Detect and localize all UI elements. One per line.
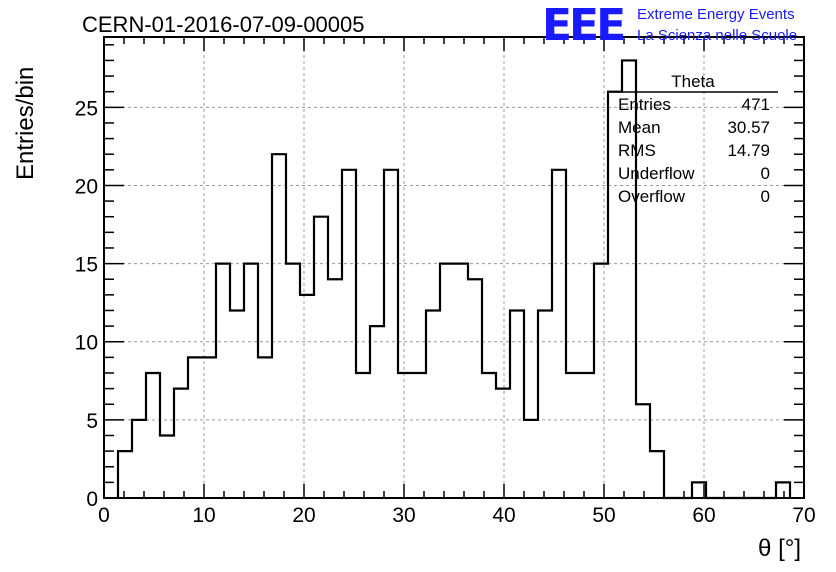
y-tick-label: 0	[86, 488, 98, 511]
x-axis-title: θ [°]	[758, 535, 801, 562]
stats-row-label: Mean	[618, 118, 661, 137]
plot-frame	[103, 36, 805, 499]
x-tick-label: 30	[392, 504, 415, 527]
histogram-outline	[116, 59, 792, 500]
run-title: CERN-01-2016-07-09-00005	[82, 12, 365, 37]
stats-row-value: 0	[761, 164, 770, 183]
stats-row-label: RMS	[618, 141, 656, 160]
x-tick-label: 70	[792, 504, 815, 527]
grid-lines	[104, 37, 804, 498]
y-tick-label: 10	[75, 332, 98, 355]
stats-box: Theta Entries 471 Mean 30.57 RMS 14.79 Underfl…	[610, 72, 778, 206]
eee-logo-mark: EEE	[542, 0, 623, 51]
y-tick-label: 20	[75, 175, 98, 198]
y-tick-label: 15	[75, 254, 98, 277]
x-tick-label: 10	[192, 504, 215, 527]
stats-row-value: 30.57	[727, 118, 770, 137]
stats-row-label: Underflow	[618, 164, 695, 183]
stats-title: Theta	[671, 72, 715, 91]
x-tick-label: 20	[292, 504, 315, 527]
y-tick-label: 25	[75, 97, 98, 120]
x-tick-labels: 0 10 20 30 40 50 60 70	[98, 504, 816, 527]
x-tick-label: 0	[98, 504, 110, 527]
stats-row-value: 471	[742, 95, 770, 114]
stats-rows: Entries 471 Mean 30.57 RMS 14.79 Underflow 0 Ove…	[618, 95, 770, 206]
stats-row-label: Overflow	[618, 187, 686, 206]
x-tick-label: 60	[692, 504, 715, 527]
y-tick-labels: 0 5 10 15 20 25	[75, 97, 98, 511]
y-axis-title: Entries/bin	[12, 67, 39, 180]
y-tick-label: 5	[86, 410, 98, 433]
logo-line-2: La Scienza nelle Scuole	[637, 27, 797, 44]
logo-line-1: Extreme Energy Events	[637, 6, 795, 23]
x-tick-label: 50	[592, 504, 615, 527]
stats-row-label: Entries	[618, 95, 671, 114]
axis-ticks	[103, 37, 805, 499]
stats-row-value: 14.79	[727, 141, 770, 160]
x-tick-label: 40	[492, 504, 515, 527]
stats-row-value: 0	[761, 187, 770, 206]
